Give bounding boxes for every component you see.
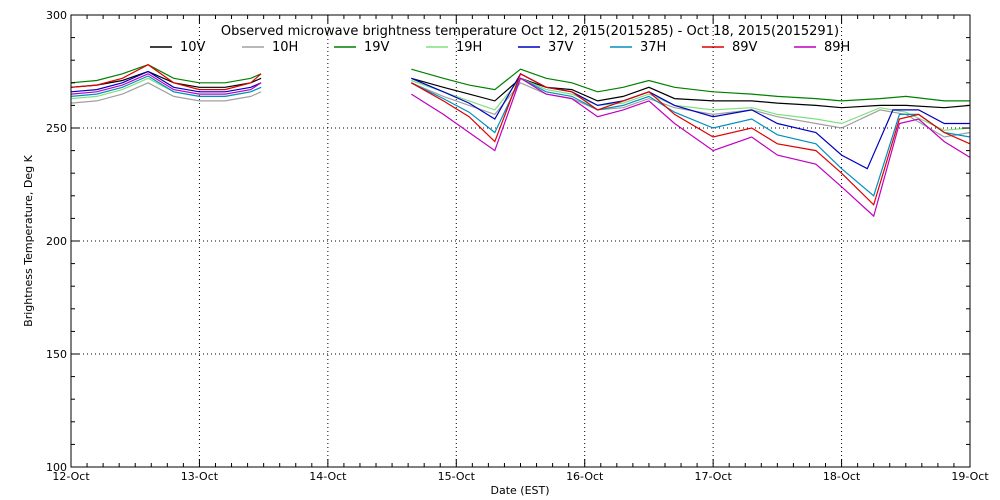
series-19H — [70, 77, 971, 131]
series-37V — [70, 70, 970, 170]
x-tick-label: 19-Oct — [951, 470, 989, 483]
chart-title: Observed microwave brightness temperatur… — [221, 24, 839, 39]
series-line-37V-0 — [70, 70, 262, 93]
y-tick-label: 150 — [46, 348, 67, 361]
series-line-89H-1 — [410, 77, 971, 218]
series-line-19H-1 — [411, 77, 971, 131]
y-axis-label: Brightness Temperature, Deg K — [22, 154, 35, 326]
legend-label-10V: 10V — [180, 40, 206, 55]
x-tick-label: 15-Oct — [438, 470, 476, 483]
x-tick-label: 13-Oct — [181, 470, 219, 483]
legend-label-19H: 19H — [456, 40, 482, 55]
legend-label-89V: 89V — [732, 40, 758, 55]
legend-label-37V: 37V — [548, 40, 574, 55]
series-line-19V-0 — [70, 64, 262, 84]
y-tick-label: 250 — [46, 122, 67, 135]
series-37H — [70, 75, 971, 197]
legend: 10V 10H 19V 19H 37V 37H 89V 89H — [150, 40, 850, 55]
y-tick-label: 200 — [46, 235, 67, 248]
series-layer — [70, 63, 971, 218]
series-89V — [70, 63, 971, 206]
series-line-89V-1 — [411, 72, 971, 206]
x-axis: 12-Oct 13-Oct 14-Oct 15-Oct 16-Oct 17-Oct 18-O… — [52, 15, 989, 483]
y-tick-label: 300 — [46, 9, 67, 22]
series-10H — [70, 82, 971, 138]
series-line-37V-1 — [411, 72, 970, 170]
x-tick-label: 17-Oct — [694, 470, 732, 483]
legend-label-37H: 37H — [640, 40, 666, 55]
x-tick-label: 12-Oct — [52, 470, 90, 483]
series-line-37H-1 — [411, 77, 971, 197]
x-tick-label: 14-Oct — [309, 470, 347, 483]
series-line-10V-1 — [411, 77, 971, 109]
y-axis: 100 150 200 250 300 — [46, 9, 970, 474]
series-line-37H-0 — [70, 75, 262, 97]
series-line-19V-1 — [411, 68, 970, 102]
legend-label-19V: 19V — [364, 40, 390, 55]
series-line-89H-0 — [70, 73, 262, 95]
legend-label-10H: 10H — [272, 40, 298, 55]
legend-label-89H: 89H — [824, 40, 850, 55]
series-line-10H-0 — [70, 82, 262, 104]
y-tick-label: 100 — [46, 461, 67, 474]
series-line-89V-0 — [70, 63, 262, 91]
series-19V — [70, 64, 970, 102]
x-axis-label: Date (EST) — [490, 484, 549, 497]
series-89H — [70, 73, 971, 218]
grid-lines — [71, 15, 970, 467]
x-tick-label: 16-Oct — [566, 470, 604, 483]
x-tick-label: 18-Oct — [823, 470, 861, 483]
